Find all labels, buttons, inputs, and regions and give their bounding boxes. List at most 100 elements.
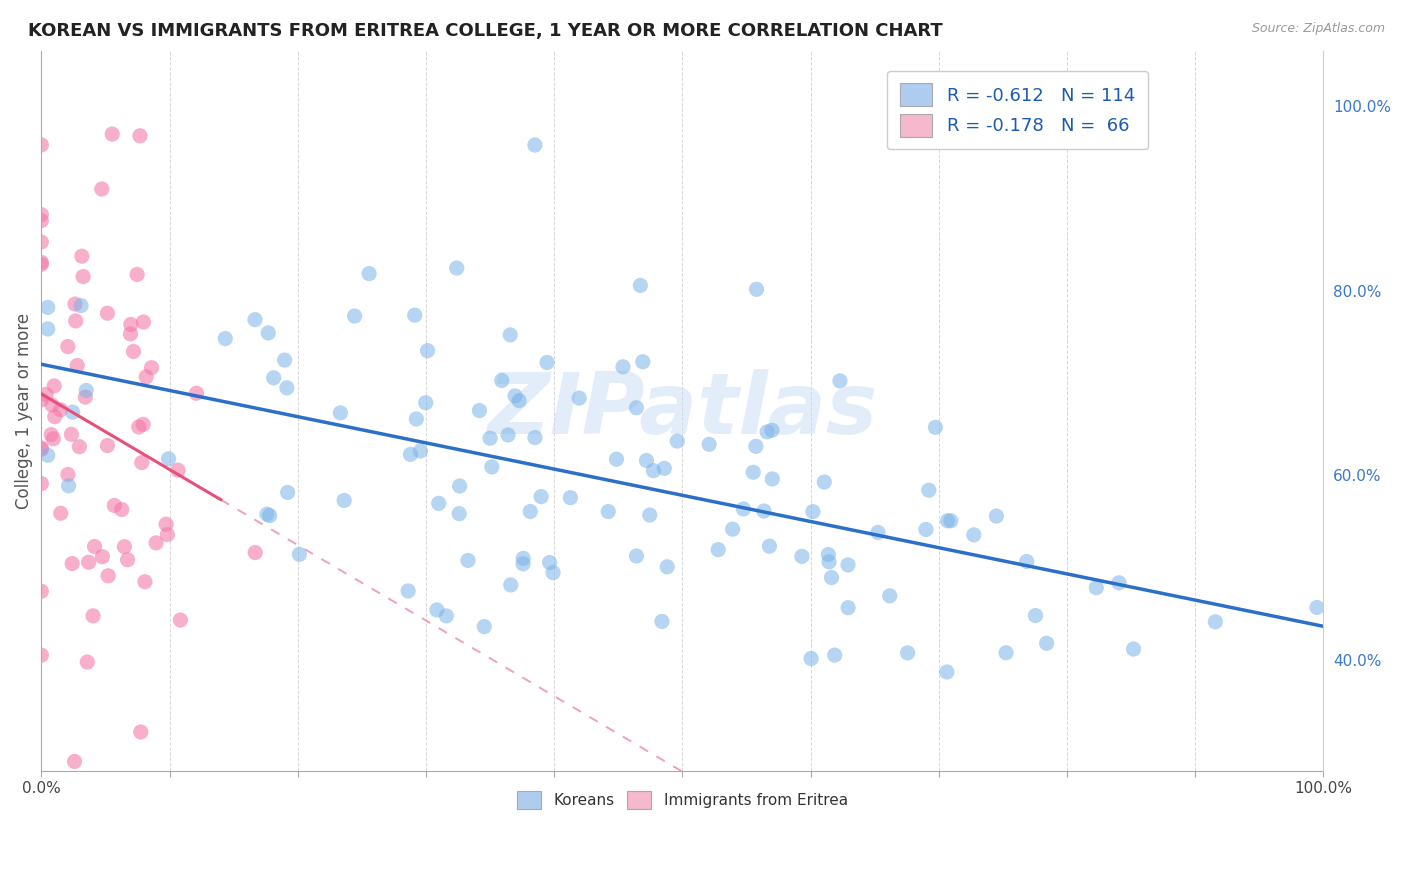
Point [405, 412, 427, 426]
Point [276, 381, 298, 395]
Point [56, 340, 79, 354]
Point [936, 514, 959, 528]
Point [90, 182, 112, 196]
Point [752, 504, 775, 518]
Point [813, 475, 835, 489]
Legend: Koreans, Immigrants from Eritrea: Koreans, Immigrants from Eritrea [509, 783, 855, 817]
Point [76, 655, 98, 669]
Point [132, 417, 155, 432]
Point [30, 441, 52, 455]
Point [75, 384, 97, 398]
Text: ZIPatlas: ZIPatlas [488, 369, 877, 452]
Point [70, 249, 93, 263]
Point [42, 432, 65, 446]
Point [523, 431, 546, 445]
Point [63, 755, 86, 769]
Point [30, 257, 52, 271]
Point [259, 508, 281, 523]
Text: Source: ZipAtlas.com: Source: ZipAtlas.com [1251, 22, 1385, 36]
Point [396, 583, 419, 598]
Point [243, 312, 266, 326]
Point [256, 507, 278, 521]
Point [446, 261, 468, 276]
Point [1306, 600, 1329, 615]
Point [801, 504, 824, 518]
Point [924, 420, 946, 434]
Point [472, 619, 495, 633]
Point [41, 398, 63, 412]
Point [512, 557, 534, 571]
Point [30, 476, 52, 491]
Point [1108, 575, 1130, 590]
Point [638, 508, 661, 522]
Point [120, 318, 142, 332]
Point [56, 467, 79, 482]
Point [631, 355, 654, 369]
Point [499, 327, 522, 342]
Point [1035, 636, 1057, 650]
Point [65, 314, 87, 328]
Point [399, 447, 422, 461]
Point [697, 437, 720, 451]
Point [49, 506, 72, 520]
Point [273, 353, 295, 368]
Point [128, 420, 150, 434]
Point [127, 268, 149, 282]
Point [112, 540, 135, 554]
Point [519, 504, 541, 518]
Point [733, 502, 755, 516]
Point [817, 548, 839, 562]
Point [101, 127, 124, 141]
Point [141, 360, 163, 375]
Point [30, 255, 52, 269]
Point [329, 406, 352, 420]
Point [70, 299, 93, 313]
Text: KOREAN VS IMMIGRANTS FROM ERITREA COLLEGE, 1 YEAR OR MORE CORRELATION CHART: KOREAN VS IMMIGRANTS FROM ERITREA COLLEG… [28, 22, 943, 40]
Point [643, 464, 665, 478]
Point [426, 603, 449, 617]
Point [523, 138, 546, 153]
Point [44, 379, 66, 393]
Point [481, 459, 503, 474]
Point [820, 570, 842, 584]
Point [742, 465, 765, 479]
Point [134, 574, 156, 589]
Point [626, 549, 648, 563]
Point [416, 343, 439, 358]
Point [404, 308, 426, 322]
Y-axis label: College, 1 year or more: College, 1 year or more [15, 312, 32, 508]
Point [666, 434, 689, 449]
Point [30, 648, 52, 662]
Point [427, 496, 450, 510]
Point [468, 403, 491, 417]
Point [612, 359, 634, 374]
Point [66, 359, 89, 373]
Point [129, 725, 152, 739]
Point [60, 427, 83, 442]
Point [503, 389, 526, 403]
Point [800, 651, 823, 665]
Point [30, 392, 52, 407]
Point [1024, 608, 1046, 623]
Point [499, 578, 522, 592]
Point [536, 355, 558, 369]
Point [761, 423, 783, 437]
Point [72, 269, 94, 284]
Point [918, 483, 941, 498]
Point [91, 549, 114, 564]
Point [879, 589, 901, 603]
Point [568, 391, 591, 405]
Point [1204, 615, 1226, 629]
Point [82, 608, 104, 623]
Point [343, 309, 366, 323]
Point [30, 137, 52, 152]
Point [409, 444, 432, 458]
Point [37, 301, 59, 315]
Point [120, 326, 142, 341]
Point [83, 540, 105, 554]
Point [30, 235, 52, 249]
Point [434, 608, 457, 623]
Point [169, 613, 191, 627]
Point [707, 542, 730, 557]
Point [117, 552, 139, 566]
